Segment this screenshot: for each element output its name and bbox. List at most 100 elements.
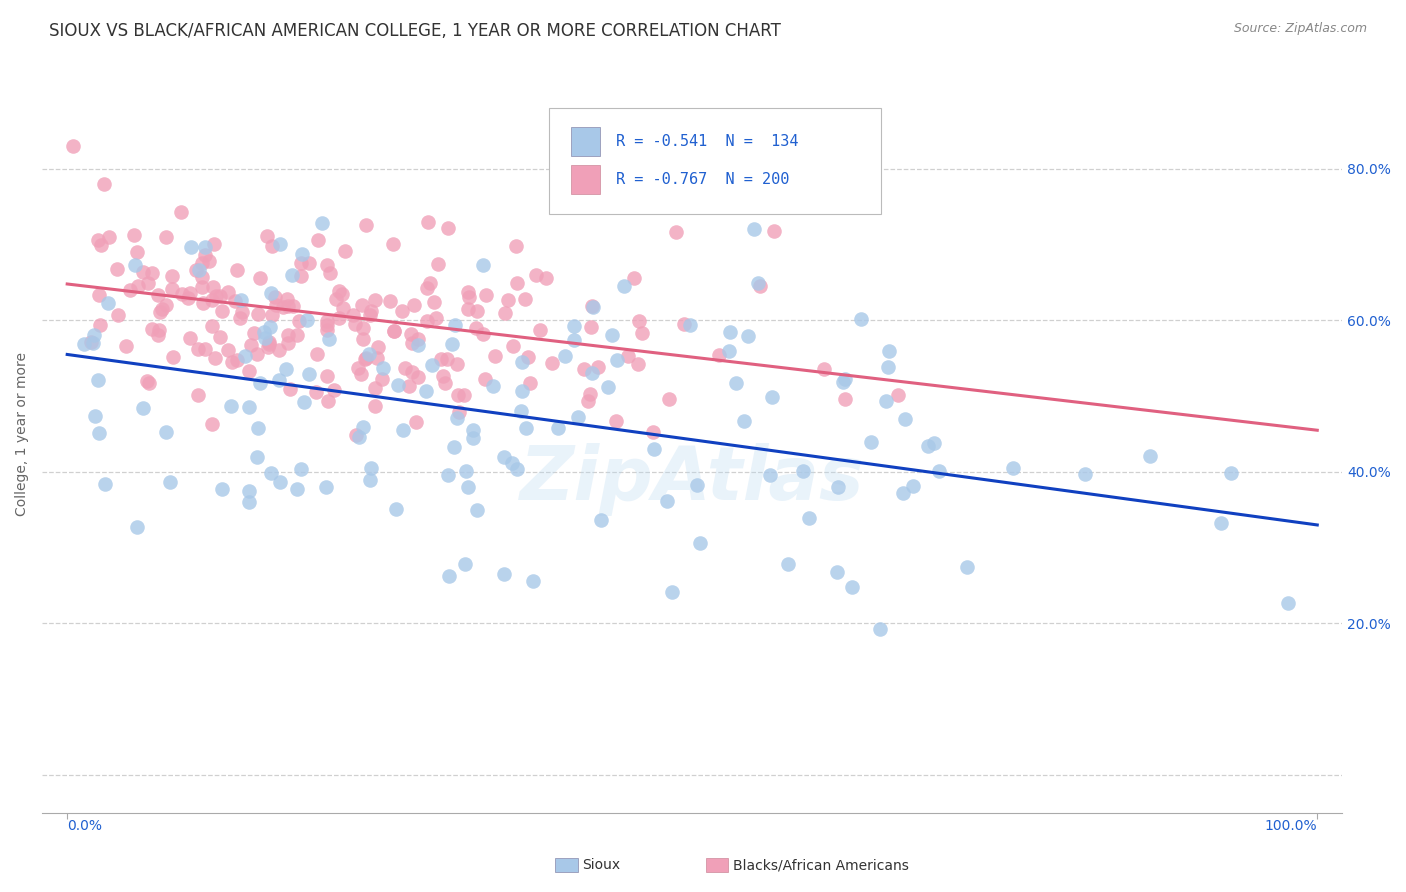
Text: Blacks/African Americans: Blacks/African Americans — [733, 858, 908, 872]
Point — [80, 335, 103, 350]
Point — [776, 558, 799, 572]
Point — [346, 361, 368, 376]
Point — [606, 352, 628, 367]
Text: R = -0.541  N =  134: R = -0.541 N = 134 — [616, 134, 799, 149]
Point — [834, 392, 856, 407]
Point — [319, 266, 342, 280]
Point — [125, 519, 148, 533]
Text: R = -0.767  N = 200: R = -0.767 N = 200 — [616, 172, 789, 187]
Point — [600, 328, 623, 343]
Point — [83, 327, 105, 342]
Point — [330, 287, 353, 301]
Point — [492, 450, 515, 465]
Point — [384, 502, 406, 516]
Point — [136, 276, 159, 290]
Point — [105, 262, 128, 277]
Point — [204, 351, 226, 365]
Point — [461, 431, 484, 445]
Point — [307, 233, 329, 247]
Point — [260, 309, 283, 323]
Point — [115, 338, 138, 352]
Point — [155, 297, 177, 311]
Point — [381, 236, 404, 251]
Point — [269, 475, 291, 489]
Point — [643, 442, 665, 456]
Point — [387, 378, 409, 392]
Point — [267, 343, 290, 357]
Point — [437, 568, 460, 582]
Point — [350, 298, 373, 312]
Point — [149, 305, 172, 319]
Point — [264, 297, 287, 311]
Point — [186, 263, 208, 277]
Point — [291, 246, 314, 260]
Point — [136, 374, 159, 388]
Point — [928, 464, 950, 478]
Point — [316, 318, 339, 333]
Point — [891, 485, 914, 500]
Point — [444, 318, 467, 332]
Point — [1074, 467, 1097, 481]
Point — [825, 565, 848, 579]
Point — [456, 464, 478, 478]
Point — [238, 364, 260, 378]
Point — [238, 495, 260, 509]
Point — [211, 482, 233, 496]
Point — [290, 269, 312, 284]
Point — [707, 348, 730, 362]
Point — [463, 423, 485, 437]
Point — [759, 468, 782, 483]
Point — [762, 224, 785, 238]
Point — [73, 336, 96, 351]
Point — [269, 373, 291, 387]
Point — [1002, 461, 1025, 475]
Point — [420, 359, 443, 373]
Point — [257, 334, 280, 349]
Point — [454, 557, 477, 571]
Point — [208, 289, 231, 303]
Point — [1209, 516, 1232, 531]
Point — [194, 240, 217, 254]
Point — [352, 321, 374, 335]
Point — [221, 355, 243, 369]
Point — [661, 585, 683, 599]
Point — [198, 254, 221, 268]
Point — [510, 384, 533, 398]
Point — [316, 323, 339, 337]
Point — [494, 306, 516, 320]
Point — [725, 376, 748, 390]
Point — [146, 328, 169, 343]
Point — [354, 218, 377, 232]
Point — [436, 221, 458, 235]
Point — [354, 351, 377, 366]
Point — [316, 258, 339, 272]
Point — [579, 320, 602, 334]
Point — [457, 285, 479, 300]
Point — [217, 285, 239, 300]
Point — [657, 494, 679, 508]
Text: 0.0%: 0.0% — [67, 819, 103, 833]
Point — [813, 362, 835, 376]
Point — [679, 318, 702, 332]
Point — [295, 313, 318, 327]
Point — [436, 352, 458, 367]
Point — [465, 320, 488, 334]
Point — [217, 343, 239, 358]
Point — [524, 268, 547, 283]
Point — [141, 322, 163, 336]
Point — [515, 293, 537, 307]
Point — [328, 310, 350, 325]
Point — [416, 281, 439, 295]
Point — [316, 393, 339, 408]
Point — [224, 293, 246, 308]
Point — [901, 478, 924, 492]
Point — [430, 352, 453, 367]
Point — [875, 394, 897, 409]
Point — [148, 323, 170, 337]
Point — [605, 414, 627, 428]
Point — [877, 344, 900, 359]
Point — [187, 387, 209, 401]
Point — [474, 372, 496, 386]
Point — [194, 343, 217, 357]
Point — [162, 350, 184, 364]
